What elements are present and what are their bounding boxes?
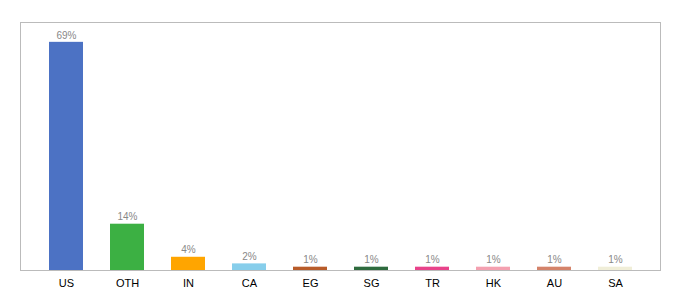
svg-text:IN: IN: [183, 277, 194, 289]
svg-text:2%: 2%: [242, 251, 257, 262]
svg-text:EG: EG: [303, 277, 319, 289]
svg-text:1%: 1%: [364, 254, 379, 265]
svg-text:4%: 4%: [181, 244, 196, 255]
svg-text:1%: 1%: [425, 254, 440, 265]
svg-text:CA: CA: [242, 277, 258, 289]
svg-text:1%: 1%: [547, 254, 562, 265]
svg-text:1%: 1%: [486, 254, 501, 265]
svg-text:US: US: [59, 277, 74, 289]
svg-text:AU: AU: [547, 277, 562, 289]
svg-text:TR: TR: [425, 277, 440, 289]
svg-text:14%: 14%: [117, 211, 137, 222]
svg-text:HK: HK: [486, 277, 502, 289]
svg-text:69%: 69%: [56, 30, 76, 41]
svg-text:SG: SG: [364, 277, 380, 289]
svg-text:1%: 1%: [303, 254, 318, 265]
svg-text:OTH: OTH: [116, 277, 139, 289]
svg-text:1%: 1%: [608, 254, 623, 265]
svg-text:SA: SA: [608, 277, 623, 289]
